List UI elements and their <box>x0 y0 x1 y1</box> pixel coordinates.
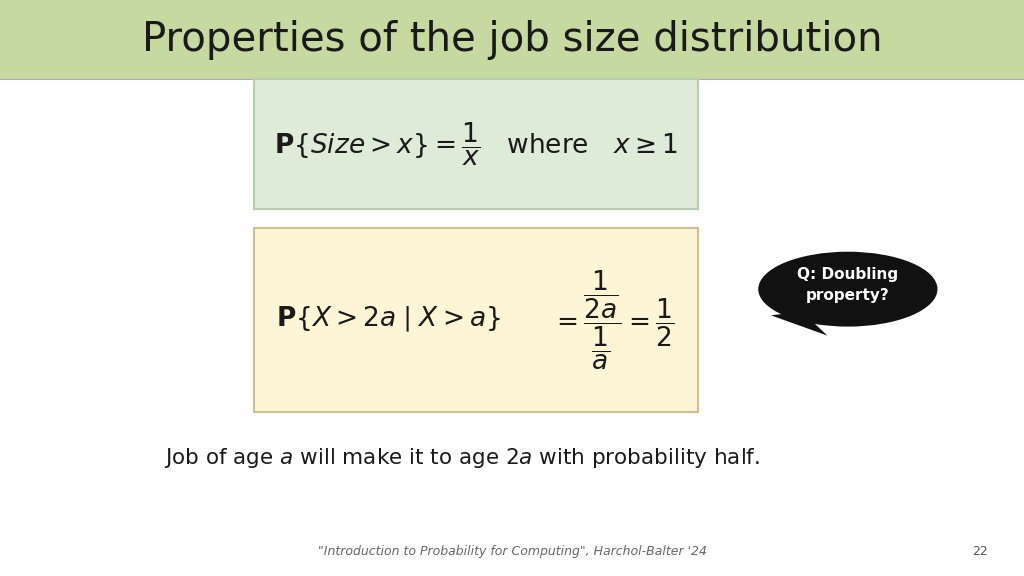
Text: $\mathbf{P}\{\mathit{Size} > x\} = \dfrac{1}{x}$   where   $x \geq 1$: $\mathbf{P}\{\mathit{Size} > x\} = \dfra… <box>274 120 678 168</box>
Text: $\mathbf{P}\{X > 2a \mid X > a\}$: $\mathbf{P}\{X > 2a \mid X > a\}$ <box>276 305 502 334</box>
Text: $= \dfrac{\dfrac{1}{2a}}{\dfrac{1}{a}} = \dfrac{1}{2}$: $= \dfrac{\dfrac{1}{2a}}{\dfrac{1}{a}} =… <box>551 268 674 372</box>
Text: Properties of the job size distribution: Properties of the job size distribution <box>141 20 883 60</box>
FancyBboxPatch shape <box>254 79 698 209</box>
Text: Job of age $a$ will make it to age 2$a$ with probability half.: Job of age $a$ will make it to age 2$a$ … <box>164 446 760 470</box>
Text: "Introduction to Probability for Computing", Harchol-Balter '24: "Introduction to Probability for Computi… <box>317 545 707 558</box>
Polygon shape <box>771 312 827 336</box>
Text: 22: 22 <box>973 545 988 558</box>
FancyBboxPatch shape <box>254 228 698 412</box>
Ellipse shape <box>758 252 938 327</box>
Text: Q: Doubling
property?: Q: Doubling property? <box>798 267 898 302</box>
FancyBboxPatch shape <box>0 0 1024 79</box>
